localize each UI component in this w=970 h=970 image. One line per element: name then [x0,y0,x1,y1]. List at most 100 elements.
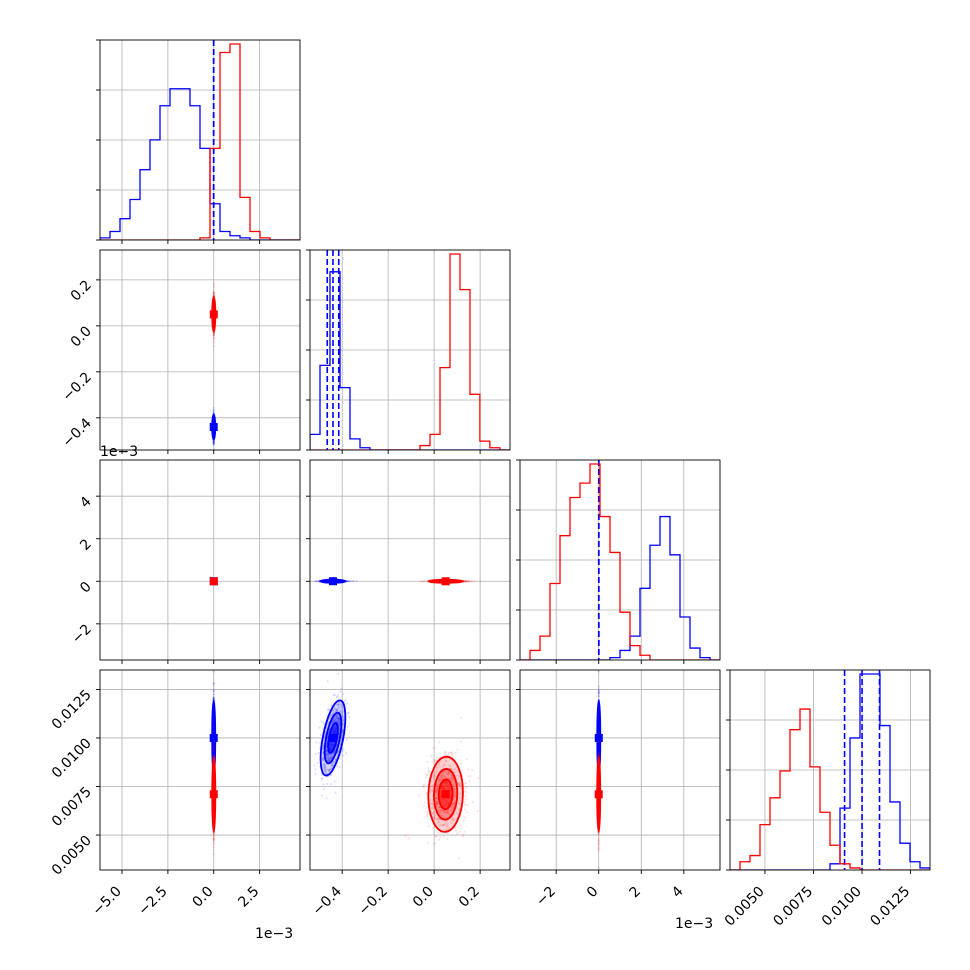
scatter-point [212,281,215,284]
scatter-point [212,441,215,444]
scatter-point [212,291,215,294]
panel-2-0: −2 0 2 4 [69,459,301,664]
scatter-point [346,580,349,583]
panel-grid [100,670,300,870]
scatter-point [466,580,469,583]
scatter-point [212,693,215,696]
scatter-point [473,580,476,583]
scatter-point [212,291,215,294]
scatter-point [315,580,318,583]
scatter-point [212,682,215,685]
histogram-step [520,463,720,660]
scatter-point [352,580,355,583]
scatter-point [212,440,215,443]
panel-grid [310,460,510,660]
scatter-point [471,580,474,583]
scatter-point [463,580,466,583]
panel-2-1 [306,459,511,664]
scatter-point [212,337,215,340]
scatter-point [470,580,473,583]
scatter-point [468,580,471,583]
y-tick-label: 4 [77,494,95,512]
density-peak [328,577,337,586]
scatter-point [464,580,467,583]
scatter-point [212,293,215,296]
density-peak [209,423,218,432]
scatter-point [212,341,215,344]
scatter-point [212,443,215,446]
scatter-point [212,292,215,295]
scatter-point [464,580,467,583]
scatter-point [350,580,353,583]
scatter-point [212,441,215,444]
panel-2-2 [516,459,721,664]
scatter-point [212,334,215,337]
scatter-point [212,697,215,700]
y-tick-label: −2 [69,621,95,647]
scatter-point [212,332,215,335]
scatter-point [212,688,215,691]
histogram-step [310,253,510,450]
y-tick-label: −0.2 [59,369,94,404]
scatter-point [212,284,215,288]
panel-content [209,577,218,586]
scatter-point [212,331,215,334]
scatter-point [347,580,350,583]
scatter-point [212,442,215,445]
scatter-point [318,580,321,583]
scatter-point [212,689,215,692]
scatter-point [212,336,215,339]
scatter-point [467,580,471,583]
y-tick-label: 2 [77,536,95,554]
panel-1-1 [306,249,511,454]
scatter-point [212,409,215,412]
density-peak [209,577,218,586]
y-tick-label: 0.0 [68,323,95,350]
scatter-point [212,406,215,409]
histogram-step [520,515,720,660]
scatter-point [212,412,215,415]
scatter-point [212,293,215,296]
panel-content [310,250,510,450]
scatter-point [212,333,215,337]
scatter-point [315,580,318,583]
scatter-point [317,580,320,583]
scatter-point [464,580,467,583]
scatter-point [355,580,358,583]
panel-0-0 [96,39,301,244]
scatter-point [212,697,215,701]
scatter-point [212,682,215,685]
scatter-point [212,442,215,445]
scatter-point [212,696,215,699]
scatter-point [425,580,428,583]
scatter-point [212,333,215,336]
scatter-point [467,580,470,583]
scatter-point [212,696,215,699]
panel-content [209,281,218,450]
scatter-point [465,580,468,583]
scatter-point [212,439,215,442]
y-tick-label: 0 [77,579,95,597]
scatter-point [212,291,215,294]
scatter-point [314,580,318,583]
scatter-point [212,697,215,700]
panel-content [520,460,720,660]
scatter-point [212,441,215,444]
scatter-point [318,580,321,583]
scatter-point [212,412,215,415]
scatter-point [318,580,321,583]
scatter-point [212,443,215,446]
scatter-point [463,580,466,583]
scatter-point [212,294,215,297]
density-peak [209,310,218,319]
scatter-point [212,696,215,699]
y-tick-label: −0.4 [59,415,94,450]
panel-content [209,670,218,856]
scatter-point [347,580,350,583]
scatter-point [348,580,351,583]
scatter-point [464,580,467,583]
scatter-point [420,580,423,583]
scatter-point [346,580,349,583]
scatter-point [212,410,215,413]
